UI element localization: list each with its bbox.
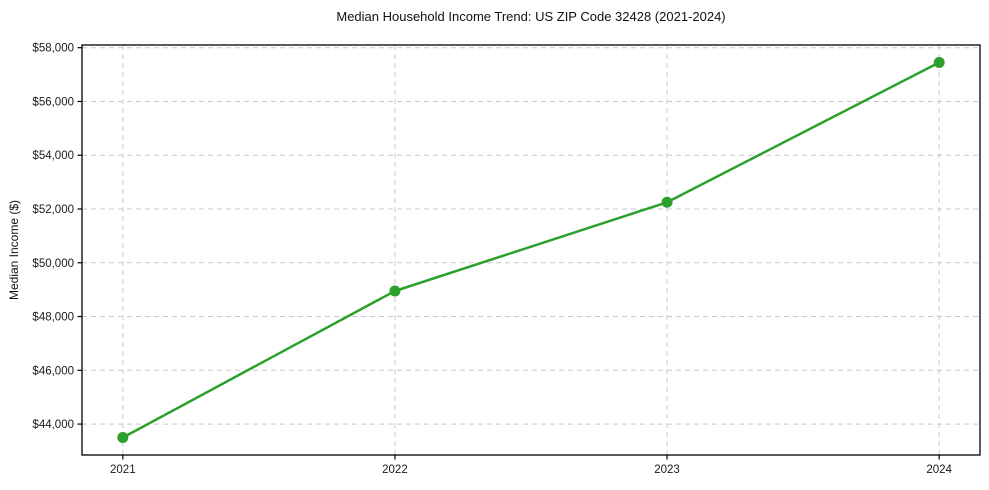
chart-title: Median Household Income Trend: US ZIP Co… xyxy=(336,9,726,24)
y-tick-label: $50,000 xyxy=(32,258,74,270)
y-tick-label: $46,000 xyxy=(32,365,74,377)
y-tick-label: $48,000 xyxy=(32,312,74,324)
y-tick-label: $54,000 xyxy=(32,150,74,162)
trend-line xyxy=(121,61,941,439)
x-tick-label: 2021 xyxy=(110,464,136,476)
data-point-marker xyxy=(389,285,401,297)
x-tick-label: 2022 xyxy=(382,464,408,476)
data-point-marker xyxy=(117,432,129,444)
x-tick-label: 2024 xyxy=(926,464,952,476)
y-tick-label: $56,000 xyxy=(32,96,74,108)
plot-box-spines xyxy=(81,44,981,456)
y-tick-label: $52,000 xyxy=(32,204,74,216)
y-tick-label: $58,000 xyxy=(32,43,74,55)
data-point-marker xyxy=(933,56,945,68)
x-tick-label: 2023 xyxy=(654,464,680,476)
y-tick-label: $44,000 xyxy=(32,419,74,431)
data-point-marker xyxy=(661,196,673,208)
